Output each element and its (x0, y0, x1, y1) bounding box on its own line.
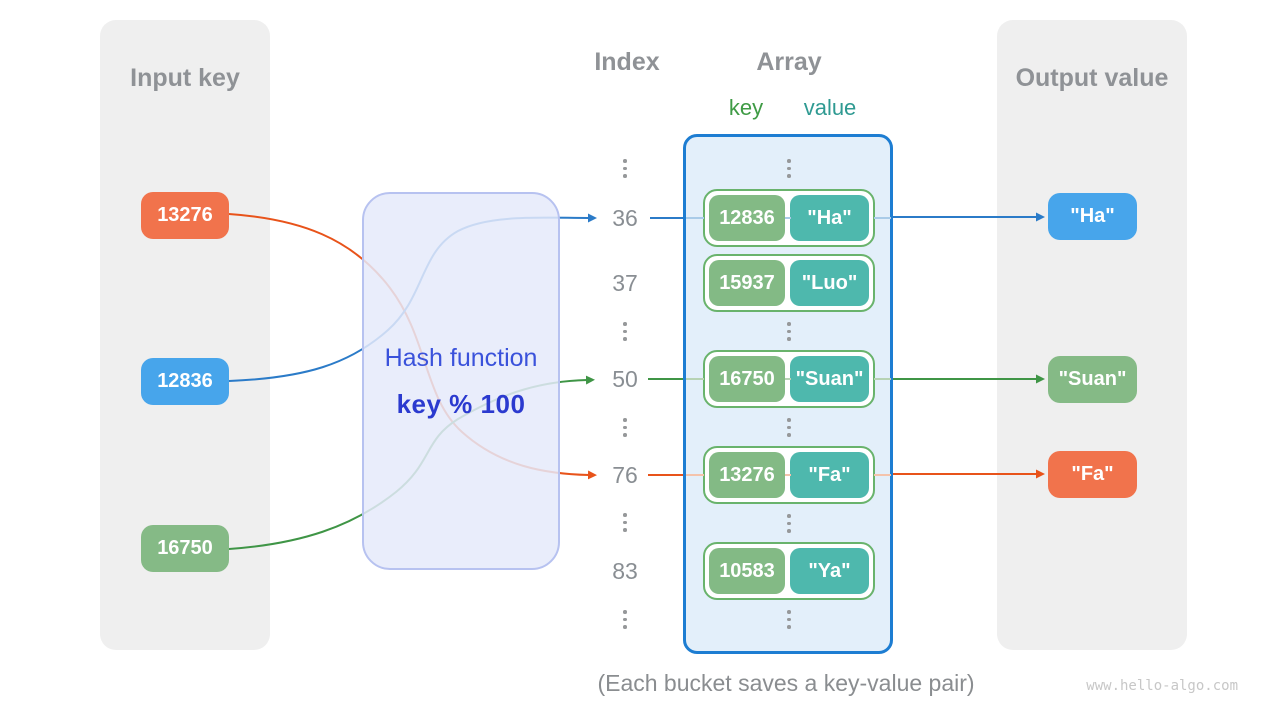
input-key-13276: 13276 (141, 192, 229, 239)
bucket-row-37: 15937 "Luo" (703, 254, 875, 312)
row-line-50 (686, 378, 704, 380)
row-line-76 (785, 474, 791, 476)
output-value-ha: "Ha" (1048, 193, 1137, 240)
input-key-12836: 12836 (141, 358, 229, 405)
index-column-title: Index (594, 48, 660, 76)
index-ellipsis-icon (622, 418, 628, 437)
row-line-76 (874, 474, 891, 476)
bucket-key: 15937 (709, 260, 785, 306)
row-line-76 (686, 474, 704, 476)
input-panel-title: Input key (130, 64, 240, 92)
key-column-header: key (728, 95, 764, 120)
array-column-title: Array (756, 48, 822, 76)
array-ellipsis-icon (786, 322, 792, 341)
bucket-key: 10583 (709, 548, 785, 594)
bucket-value: "Ha" (790, 195, 869, 241)
array-ellipsis-icon (786, 514, 792, 533)
figure-caption: (Each bucket saves a key-value pair) (597, 670, 975, 696)
bucket-key: 13276 (709, 452, 785, 498)
bucket-value: "Fa" (790, 452, 869, 498)
bucket-value: "Suan" (790, 356, 869, 402)
index-37: 37 (612, 270, 638, 296)
bucket-row-83: 10583 "Ya" (703, 542, 875, 600)
index-83: 83 (612, 558, 638, 584)
output-value-fa: "Fa" (1048, 451, 1137, 498)
input-key-16750: 16750 (141, 525, 229, 572)
bucket-row-50: 16750 "Suan" (703, 350, 875, 408)
array-ellipsis-icon (786, 610, 792, 629)
output-value-panel: Output value (997, 20, 1187, 650)
index-50: 50 (612, 366, 638, 392)
index-76: 76 (612, 462, 638, 488)
bucket-value: "Luo" (790, 260, 869, 306)
bucket-key: 12836 (709, 195, 785, 241)
row-line-36 (785, 217, 791, 219)
bucket-key: 16750 (709, 356, 785, 402)
hash-function-formula: key % 100 (396, 389, 526, 419)
array-ellipsis-icon (786, 418, 792, 437)
array-ellipsis-icon (786, 159, 792, 178)
row-line-50 (874, 378, 891, 380)
site-watermark: www.hello-algo.com (1086, 678, 1238, 694)
value-column-header: value (803, 95, 857, 120)
index-36: 36 (612, 205, 638, 231)
index-ellipsis-icon (622, 610, 628, 629)
output-value-suan: "Suan" (1048, 356, 1137, 403)
bucket-value: "Ya" (790, 548, 869, 594)
hash-function-box (362, 192, 560, 570)
output-panel-title: Output value (1015, 64, 1169, 92)
row-line-50 (785, 378, 791, 380)
row-line-36 (874, 217, 891, 219)
row-line-36 (686, 217, 704, 219)
index-ellipsis-icon (622, 513, 628, 532)
hash-function-label: Hash function (384, 344, 538, 372)
index-ellipsis-icon (622, 159, 628, 178)
index-ellipsis-icon (622, 322, 628, 341)
